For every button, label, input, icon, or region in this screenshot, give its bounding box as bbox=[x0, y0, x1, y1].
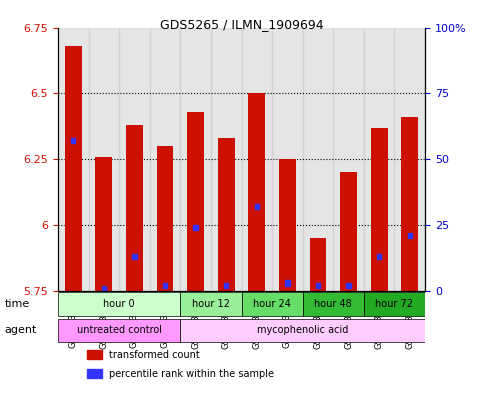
Bar bbox=[65, 46, 82, 291]
FancyBboxPatch shape bbox=[303, 292, 364, 316]
Text: GDS5265 / ILMN_1909694: GDS5265 / ILMN_1909694 bbox=[160, 18, 323, 31]
Bar bbox=[126, 125, 143, 291]
Bar bbox=[88, 28, 119, 291]
Bar bbox=[346, 283, 351, 288]
Bar bbox=[340, 173, 357, 291]
Text: untreated control: untreated control bbox=[77, 325, 162, 335]
Bar bbox=[248, 94, 265, 291]
Text: hour 0: hour 0 bbox=[103, 299, 135, 309]
Bar bbox=[303, 28, 333, 291]
Bar bbox=[285, 280, 289, 286]
FancyBboxPatch shape bbox=[364, 292, 425, 316]
Text: time: time bbox=[5, 299, 30, 309]
Bar bbox=[371, 128, 387, 291]
Bar bbox=[279, 159, 296, 291]
Bar bbox=[102, 286, 106, 291]
Text: hour 24: hour 24 bbox=[253, 299, 291, 309]
Bar bbox=[163, 283, 167, 288]
Text: percentile rank within the sample: percentile rank within the sample bbox=[109, 369, 274, 379]
Bar bbox=[218, 138, 235, 291]
Text: agent: agent bbox=[5, 325, 37, 335]
Bar bbox=[395, 28, 425, 291]
Bar bbox=[272, 28, 303, 291]
Text: hour 72: hour 72 bbox=[375, 299, 413, 309]
Bar bbox=[211, 28, 242, 291]
Bar bbox=[377, 254, 381, 259]
Bar bbox=[87, 369, 102, 378]
Text: hour 12: hour 12 bbox=[192, 299, 230, 309]
FancyBboxPatch shape bbox=[58, 292, 180, 316]
Bar bbox=[242, 28, 272, 291]
Text: transformed count: transformed count bbox=[109, 350, 200, 360]
Bar bbox=[401, 117, 418, 291]
Bar bbox=[408, 233, 412, 238]
Bar bbox=[58, 28, 88, 291]
FancyBboxPatch shape bbox=[58, 319, 180, 342]
Bar bbox=[255, 204, 259, 209]
Bar bbox=[132, 254, 137, 259]
Bar bbox=[71, 138, 75, 143]
Bar bbox=[333, 28, 364, 291]
FancyBboxPatch shape bbox=[180, 292, 242, 316]
Text: hour 48: hour 48 bbox=[314, 299, 352, 309]
Bar bbox=[194, 225, 198, 230]
Bar bbox=[187, 112, 204, 291]
Bar bbox=[364, 28, 395, 291]
Bar bbox=[180, 28, 211, 291]
Bar bbox=[224, 283, 228, 288]
Bar bbox=[316, 283, 320, 288]
Bar bbox=[96, 156, 112, 291]
Bar bbox=[150, 28, 180, 291]
FancyBboxPatch shape bbox=[242, 292, 303, 316]
Bar bbox=[87, 350, 102, 359]
Bar bbox=[156, 146, 173, 291]
FancyBboxPatch shape bbox=[180, 319, 425, 342]
Bar bbox=[310, 238, 327, 291]
Bar bbox=[119, 28, 150, 291]
Text: mycophenolic acid: mycophenolic acid bbox=[257, 325, 348, 335]
